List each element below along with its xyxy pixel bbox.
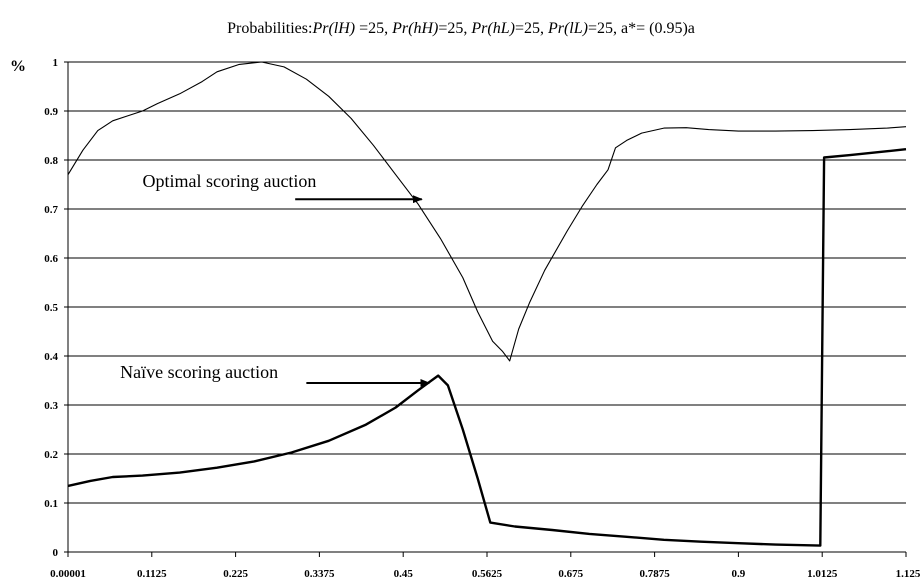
x-tick-label: 0.3375 <box>304 568 335 580</box>
chart-title-part: Pr(lL) <box>547 20 588 37</box>
chart-title: Probabilities:Pr(lH) =25, Pr(hH)=25, Pr(… <box>227 20 695 37</box>
x-tick-label: 1.0125 <box>807 568 838 580</box>
annotation-label-optimal: Optimal scoring auction <box>142 171 316 191</box>
chart-title-part: Pr(lH) <box>311 20 355 37</box>
annotations: Optimal scoring auction Naïve scoring auc… <box>120 171 431 387</box>
x-tick-label: 0.5625 <box>472 568 503 580</box>
chart-title-part: =25, <box>438 20 471 37</box>
grid-lines <box>68 61 906 504</box>
y-tick-label: 0.3 <box>44 400 58 412</box>
y-tick-label: 0 <box>53 547 59 559</box>
chart-title-part: Pr(hH) <box>391 20 438 37</box>
y-tick-label: 0.9 <box>44 106 58 118</box>
chart-title-part: =25, <box>515 20 548 37</box>
y-tick-label: 0.4 <box>44 351 58 363</box>
chart-title-part: Probabilities: <box>227 20 312 37</box>
y-tick-label: 0.1 <box>44 498 58 510</box>
series-line-optimal <box>67 61 907 362</box>
y-tick-label: 0.6 <box>44 253 58 265</box>
annotation-label-naive: Naïve scoring auction <box>120 362 278 382</box>
x-tick-label: 1.125 <box>896 568 921 580</box>
series-group <box>67 61 907 547</box>
y-tick-label: 0.2 <box>44 449 58 461</box>
x-tick-label: 0.7875 <box>639 568 670 580</box>
x-tick-label: 0.9 <box>732 568 746 580</box>
x-axis-ticks: 0.00001 0.1125 0.225 0.3375 0.45 0.5625 0.675 0… <box>50 552 921 580</box>
y-tick-label: 0.5 <box>44 302 58 314</box>
x-tick-label: 0.225 <box>223 568 248 580</box>
x-tick-label: 0.45 <box>394 568 414 580</box>
x-tick-label: 0.675 <box>558 568 583 580</box>
y-tick-label: 1 <box>53 57 59 69</box>
chart-title-part: a*= (0.95)a <box>621 20 695 37</box>
x-tick-label: 0.00001 <box>50 568 86 580</box>
chart-title-part: =25, <box>355 20 392 37</box>
y-axis-label: % <box>10 58 26 75</box>
chart-title-part: =25, <box>588 20 621 37</box>
y-axis-ticks: 0 0.1 0.2 0.3 0.4 0.5 0.6 0.7 0.8 0.9 1 <box>44 57 68 559</box>
y-tick-label: 0.7 <box>44 204 58 216</box>
x-tick-label: 0.1125 <box>137 568 167 580</box>
series-line-naive <box>67 148 907 547</box>
chart-title-part: Pr(hL) <box>470 20 515 37</box>
y-tick-label: 0.8 <box>44 155 58 167</box>
